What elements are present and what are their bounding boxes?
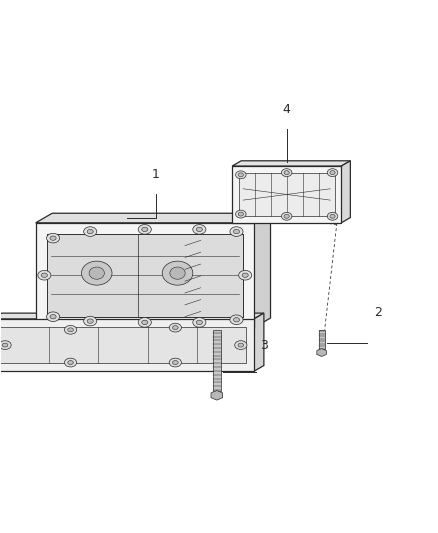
Ellipse shape	[196, 227, 202, 231]
Ellipse shape	[236, 171, 246, 179]
Ellipse shape	[238, 212, 244, 216]
Ellipse shape	[284, 171, 289, 175]
Ellipse shape	[46, 233, 60, 243]
Ellipse shape	[169, 358, 181, 367]
Ellipse shape	[193, 224, 206, 234]
Ellipse shape	[239, 270, 252, 280]
Text: 2: 2	[374, 306, 382, 319]
Ellipse shape	[233, 229, 240, 234]
Ellipse shape	[142, 320, 148, 325]
Ellipse shape	[84, 316, 97, 326]
Polygon shape	[254, 313, 264, 372]
Ellipse shape	[330, 171, 335, 175]
Polygon shape	[211, 391, 223, 400]
Ellipse shape	[64, 326, 77, 334]
Polygon shape	[35, 223, 254, 328]
Ellipse shape	[64, 358, 77, 367]
Polygon shape	[46, 234, 243, 317]
Ellipse shape	[170, 267, 185, 279]
Ellipse shape	[230, 315, 243, 325]
Ellipse shape	[87, 229, 93, 234]
Text: 1: 1	[152, 168, 159, 181]
Polygon shape	[0, 313, 264, 319]
Ellipse shape	[138, 224, 151, 234]
Ellipse shape	[282, 212, 292, 220]
Ellipse shape	[50, 314, 56, 319]
Ellipse shape	[0, 341, 11, 350]
Ellipse shape	[2, 343, 8, 347]
Ellipse shape	[68, 361, 74, 365]
Ellipse shape	[327, 212, 338, 220]
Polygon shape	[213, 330, 221, 391]
Ellipse shape	[330, 214, 335, 218]
Polygon shape	[46, 234, 243, 317]
Ellipse shape	[50, 236, 56, 240]
Ellipse shape	[282, 169, 292, 176]
Ellipse shape	[242, 273, 248, 277]
Ellipse shape	[238, 173, 244, 177]
Ellipse shape	[41, 273, 47, 277]
Ellipse shape	[238, 343, 244, 347]
Polygon shape	[318, 330, 325, 350]
Ellipse shape	[230, 227, 243, 236]
Ellipse shape	[284, 214, 289, 218]
Ellipse shape	[196, 320, 202, 325]
Ellipse shape	[81, 261, 112, 285]
Polygon shape	[239, 173, 335, 216]
Polygon shape	[35, 213, 271, 223]
Polygon shape	[232, 161, 350, 166]
Ellipse shape	[173, 326, 178, 329]
Ellipse shape	[138, 318, 151, 327]
Polygon shape	[254, 213, 271, 328]
Ellipse shape	[235, 341, 247, 350]
Ellipse shape	[46, 312, 60, 321]
Ellipse shape	[327, 169, 338, 176]
Ellipse shape	[84, 227, 97, 236]
Ellipse shape	[236, 210, 246, 218]
Text: 3: 3	[261, 338, 268, 352]
Text: 4: 4	[283, 103, 290, 116]
Polygon shape	[317, 349, 326, 357]
Ellipse shape	[193, 318, 206, 327]
Ellipse shape	[142, 227, 148, 231]
Ellipse shape	[89, 267, 104, 279]
Ellipse shape	[169, 323, 181, 332]
Ellipse shape	[87, 319, 93, 323]
Ellipse shape	[162, 261, 193, 285]
Ellipse shape	[68, 328, 74, 332]
Ellipse shape	[233, 318, 240, 322]
Polygon shape	[0, 327, 246, 364]
Polygon shape	[232, 166, 341, 223]
Polygon shape	[0, 319, 254, 372]
Ellipse shape	[173, 361, 178, 365]
Ellipse shape	[38, 270, 51, 280]
Polygon shape	[341, 161, 350, 223]
